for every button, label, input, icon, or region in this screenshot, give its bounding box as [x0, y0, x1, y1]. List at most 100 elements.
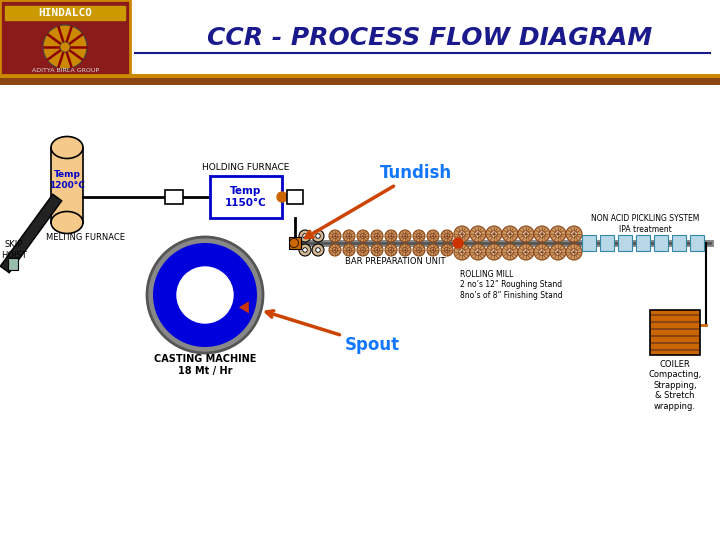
Bar [600, 235, 614, 251]
Circle shape [507, 231, 513, 238]
Bar [289, 237, 301, 249]
Text: ROLLING MILL
2 no’s 12” Roughing Stand
8no’s of 8” Finishing Stand: ROLLING MILL 2 no’s 12” Roughing Stand 8… [460, 270, 562, 300]
Circle shape [474, 248, 482, 255]
Circle shape [490, 248, 498, 255]
Bar [210, 176, 282, 218]
Circle shape [43, 25, 87, 69]
Circle shape [534, 226, 550, 242]
Circle shape [486, 226, 502, 242]
Bar [8, 258, 18, 270]
Circle shape [374, 233, 379, 239]
Circle shape [459, 231, 465, 238]
Circle shape [385, 230, 397, 242]
Circle shape [518, 226, 534, 242]
Circle shape [444, 247, 449, 253]
Circle shape [374, 247, 379, 253]
Circle shape [343, 230, 355, 242]
Bar [654, 235, 668, 251]
Text: COILER
Compacting,
Strapping,
& Stretch
wrapping.: COILER Compacting, Strapping, & Stretch … [649, 360, 701, 410]
Text: HINDALCO: HINDALCO [38, 8, 92, 18]
Bar [582, 235, 596, 251]
Bar [0, 74, 720, 79]
Circle shape [566, 244, 582, 260]
Text: Temp
1150°C: Temp 1150°C [225, 186, 267, 208]
Circle shape [571, 248, 577, 255]
Bar [51, 147, 83, 222]
Circle shape [427, 230, 439, 242]
Circle shape [431, 233, 436, 239]
Circle shape [427, 244, 439, 256]
Circle shape [177, 267, 233, 323]
Circle shape [416, 247, 421, 253]
Circle shape [333, 233, 338, 239]
Circle shape [470, 244, 486, 260]
Circle shape [343, 244, 355, 256]
Text: BAR PREPARATION UNIT: BAR PREPARATION UNIT [345, 258, 445, 267]
Circle shape [459, 248, 465, 255]
Circle shape [441, 244, 453, 256]
Text: CASTING MACHINE
18 Mt / Hr: CASTING MACHINE 18 Mt / Hr [154, 354, 256, 376]
Bar [0, 78, 720, 85]
Circle shape [416, 233, 421, 239]
Circle shape [361, 247, 366, 253]
Circle shape [444, 233, 449, 239]
Circle shape [385, 244, 397, 256]
Circle shape [550, 226, 566, 242]
Circle shape [534, 244, 550, 260]
Circle shape [399, 230, 411, 242]
Bar [690, 235, 704, 251]
Polygon shape [239, 301, 249, 313]
Text: MELTING FURNACE: MELTING FURNACE [45, 233, 125, 241]
Circle shape [389, 247, 394, 253]
Circle shape [454, 244, 470, 260]
Circle shape [329, 230, 341, 242]
Bar [5, 6, 125, 20]
Circle shape [357, 230, 369, 242]
Circle shape [153, 243, 257, 347]
Text: HOLDING FURNACE: HOLDING FURNACE [202, 164, 289, 172]
Ellipse shape [51, 137, 83, 159]
Circle shape [316, 234, 320, 238]
Circle shape [299, 230, 311, 242]
Ellipse shape [51, 212, 83, 233]
Circle shape [389, 233, 394, 239]
Circle shape [502, 226, 518, 242]
Circle shape [441, 230, 453, 242]
Circle shape [474, 231, 482, 238]
Bar [287, 190, 303, 204]
Circle shape [413, 244, 425, 256]
Circle shape [539, 231, 545, 238]
Circle shape [399, 244, 411, 256]
Circle shape [566, 226, 582, 242]
Circle shape [486, 244, 502, 260]
Circle shape [312, 230, 324, 242]
Text: CCR - PROCESS FLOW DIAGRAM: CCR - PROCESS FLOW DIAGRAM [207, 26, 652, 50]
Circle shape [299, 244, 311, 256]
Bar [672, 235, 686, 251]
Circle shape [302, 248, 307, 252]
Circle shape [402, 247, 408, 253]
Circle shape [523, 248, 529, 255]
Bar [636, 235, 650, 251]
Circle shape [371, 230, 383, 242]
Circle shape [316, 248, 320, 252]
Text: NON ACID PICKLING SYSTEM
IPA treatment: NON ACID PICKLING SYSTEM IPA treatment [591, 214, 699, 234]
Circle shape [371, 244, 383, 256]
Circle shape [431, 247, 436, 253]
Circle shape [60, 42, 70, 52]
Circle shape [312, 244, 324, 256]
Text: SKIP
HOIST: SKIP HOIST [1, 240, 27, 260]
Circle shape [539, 248, 545, 255]
Circle shape [302, 234, 307, 238]
Circle shape [277, 192, 287, 202]
Circle shape [571, 231, 577, 238]
Circle shape [470, 226, 486, 242]
Text: Temp
1200°C: Temp 1200°C [49, 170, 85, 190]
Circle shape [147, 237, 263, 353]
Bar [618, 235, 632, 251]
Circle shape [518, 244, 534, 260]
Circle shape [346, 233, 351, 239]
Circle shape [361, 233, 366, 239]
Circle shape [554, 231, 562, 238]
Circle shape [502, 244, 518, 260]
